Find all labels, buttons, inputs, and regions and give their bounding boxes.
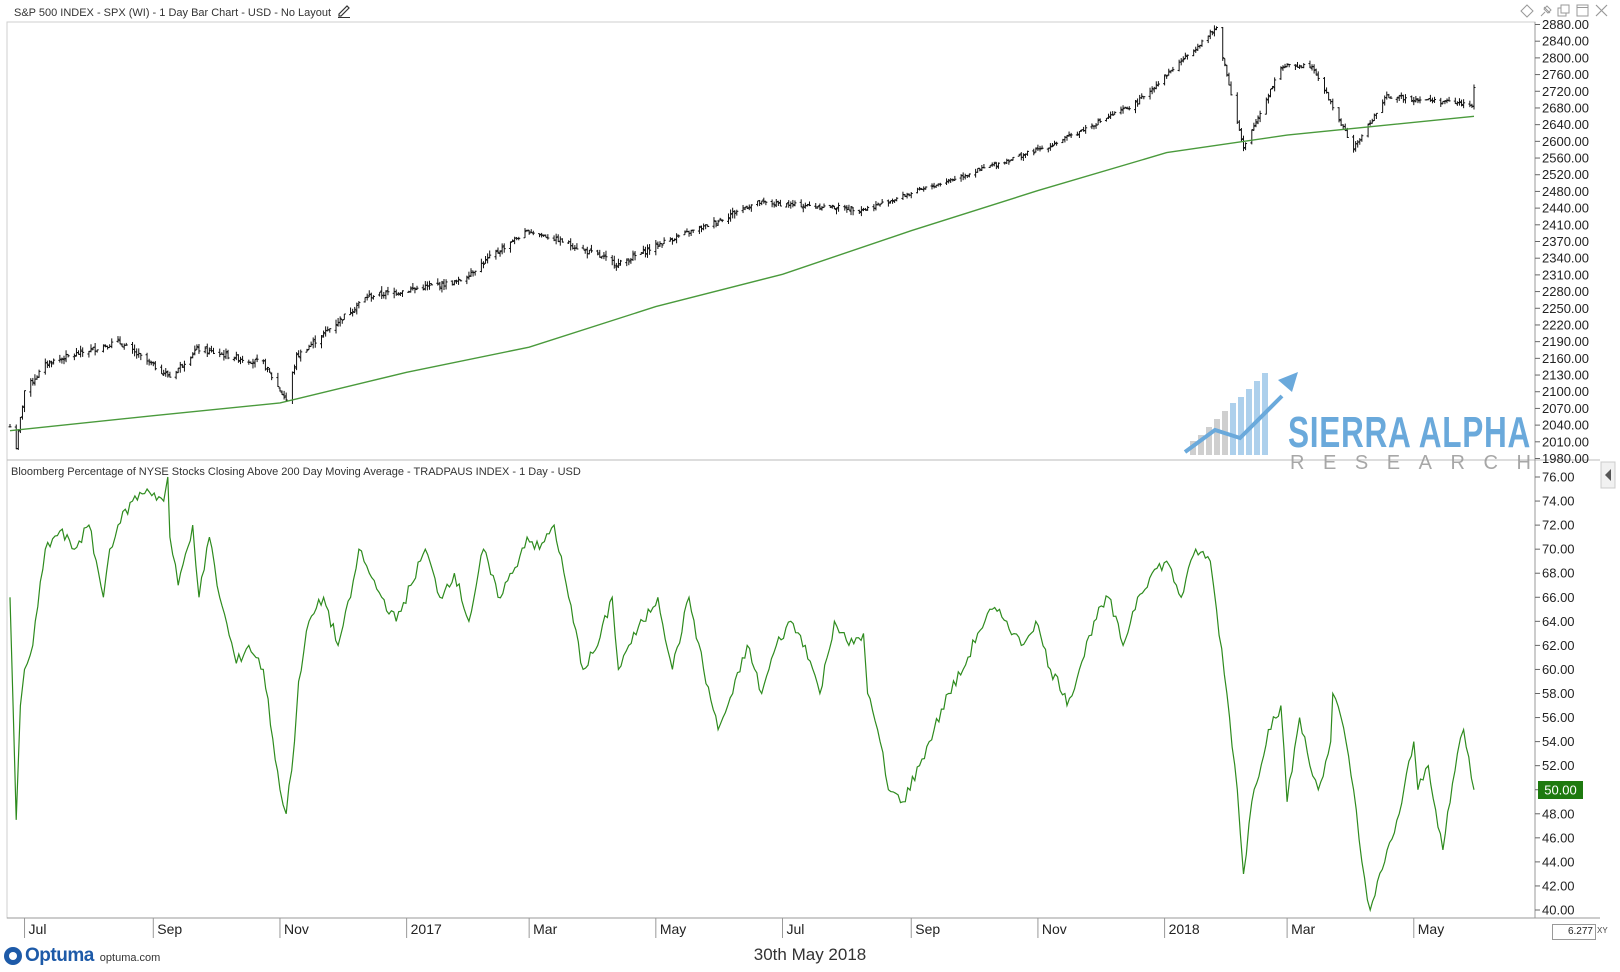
breadth-y-tick-label: 66.00 xyxy=(1542,590,1575,605)
price-y-tick-label: 2280.00 xyxy=(1542,284,1589,299)
close-icon[interactable] xyxy=(1595,4,1608,17)
watermark-bar xyxy=(1214,419,1220,455)
date-x-axis[interactable]: Jul Sep Nov 2017 Mar May Jul Sep Nov 2018 Mar May xyxy=(24,918,1445,938)
breadth-y-axis[interactable]: 40.00 42.00 44.00 46.00 48.00 50.00 52.00 54.00… xyxy=(1535,470,1575,918)
price-y-tick-label: 2880.00 xyxy=(1542,17,1589,32)
x-tick-label: Jul xyxy=(786,921,804,937)
price-y-tick-label: 2410.00 xyxy=(1542,217,1589,232)
breadth-y-tick-label: 62.00 xyxy=(1542,638,1575,653)
price-y-tick-label: 2840.00 xyxy=(1542,34,1589,49)
maximize-icon[interactable] xyxy=(1576,4,1589,17)
x-tick-label: Mar xyxy=(1291,921,1315,937)
breadth-y-tick-label: 60.00 xyxy=(1542,662,1575,677)
watermark-bar xyxy=(1230,403,1236,455)
x-tick-label: Jul xyxy=(29,921,47,937)
breadth-y-tick-label: 58.00 xyxy=(1542,686,1575,701)
breadth-y-tick-label: 74.00 xyxy=(1542,494,1575,509)
price-y-tick-label: 2680.00 xyxy=(1542,100,1589,115)
watermark-bar xyxy=(1238,397,1244,455)
price-y-tick-label: 2010.00 xyxy=(1542,434,1589,449)
zoom-value-field[interactable]: 6.277 xyxy=(1552,924,1596,940)
diamond-icon[interactable] xyxy=(1520,4,1534,18)
watermark-title: SIERRA ALPHA xyxy=(1288,408,1531,457)
x-tick-label: 2017 xyxy=(411,921,442,937)
breadth-y-tick-label: 64.00 xyxy=(1542,614,1575,629)
price-y-tick-label: 2310.00 xyxy=(1542,267,1589,282)
price-y-tick-label: 2220.00 xyxy=(1542,317,1589,332)
last-value-badge xyxy=(1538,781,1583,799)
breadth-y-tick-label: 72.00 xyxy=(1542,518,1575,533)
breadth-y-tick-label: 48.00 xyxy=(1542,806,1575,821)
price-y-tick-label: 2640.00 xyxy=(1542,117,1589,132)
price-y-tick-label: 2480.00 xyxy=(1542,184,1589,199)
x-tick-label: Nov xyxy=(1042,921,1067,937)
last-value-label: 50.00 xyxy=(1544,783,1577,798)
breadth-panel-title: Bloomberg Percentage of NYSE Stocks Clos… xyxy=(11,466,581,478)
watermark-bar xyxy=(1246,389,1252,455)
breadth-panel-frame xyxy=(6,459,1536,919)
price-y-tick-label: 2340.00 xyxy=(1542,251,1589,266)
price-y-tick-label: 2370.00 xyxy=(1542,234,1589,249)
pin-icon[interactable] xyxy=(1540,5,1552,17)
price-y-tick-label: 2190.00 xyxy=(1542,334,1589,349)
breadth-y-tick-label: 76.00 xyxy=(1542,470,1575,485)
optuma-logo-icon xyxy=(4,947,22,965)
price-y-tick-label: 2560.00 xyxy=(1542,151,1589,166)
price-panel-title: S&P 500 INDEX - SPX (WI) - 1 Day Bar Cha… xyxy=(14,7,331,19)
price-y-tick-label: 2440.00 xyxy=(1542,201,1589,216)
restore-icon[interactable] xyxy=(1557,4,1570,17)
breadth-line xyxy=(9,476,1475,913)
collapse-panel-icon[interactable] xyxy=(1600,461,1616,489)
optuma-brand: Optuma xyxy=(25,945,94,966)
ma200-layer xyxy=(9,115,1475,432)
breadth-layer xyxy=(9,476,1475,913)
breadth-y-tick-label: 42.00 xyxy=(1542,878,1575,893)
watermark-trend xyxy=(1183,394,1284,454)
footer-date: 30th May 2018 xyxy=(753,945,867,964)
x-tick-label: May xyxy=(1418,921,1444,937)
price-y-tick-label: 2800.00 xyxy=(1542,50,1589,65)
breadth-y-tick-label: 70.00 xyxy=(1542,542,1575,557)
watermark-bar xyxy=(1206,427,1212,455)
price-y-tick-label: 2040.00 xyxy=(1542,418,1589,433)
x-tick-label: Sep xyxy=(157,921,182,937)
breadth-y-tick-label: 46.00 xyxy=(1542,830,1575,845)
price-y-tick-label: 2720.00 xyxy=(1542,84,1589,99)
breadth-y-tick-label: 44.00 xyxy=(1542,854,1575,869)
price-y-tick-label: 1980.00 xyxy=(1542,451,1589,466)
pencil-icon[interactable] xyxy=(338,5,350,18)
breadth-y-tick-label: 40.00 xyxy=(1542,903,1575,918)
price-y-tick-label: 2100.00 xyxy=(1542,384,1589,399)
breadth-y-tick-label: 52.00 xyxy=(1542,758,1575,773)
price-panel-frame xyxy=(6,21,1536,461)
price-y-tick-label: 2070.00 xyxy=(1542,401,1589,416)
price-y-tick-label: 2520.00 xyxy=(1542,167,1589,182)
price-y-tick-label: 2600.00 xyxy=(1542,134,1589,149)
x-tick-label: 2018 xyxy=(1169,921,1200,937)
x-tick-label: May xyxy=(660,921,686,937)
price-y-tick-label: 2160.00 xyxy=(1542,351,1589,366)
breadth-y-tick-label: 54.00 xyxy=(1542,734,1575,749)
price-y-tick-label: 2250.00 xyxy=(1542,301,1589,316)
optuma-site: optuma.com xyxy=(99,952,161,964)
watermark-bar xyxy=(1198,435,1204,455)
breadth-y-tick-label: 68.00 xyxy=(1542,566,1575,581)
plane-icon xyxy=(1278,372,1298,392)
price-bars xyxy=(8,25,1476,450)
xy-toggle[interactable]: XY xyxy=(1597,926,1608,935)
x-tick-label: Mar xyxy=(533,921,557,937)
x-tick-label: Nov xyxy=(284,921,309,937)
watermark-bar xyxy=(1254,381,1260,455)
price-y-tick-label: 2760.00 xyxy=(1542,67,1589,82)
optuma-logo[interactable]: Optuma optuma.com xyxy=(4,945,160,967)
x-tick-label: Sep xyxy=(915,921,940,937)
breadth-y-tick-label: 56.00 xyxy=(1542,710,1575,725)
price-y-tick-label: 2130.00 xyxy=(1542,368,1589,383)
ma200-line xyxy=(9,115,1475,432)
